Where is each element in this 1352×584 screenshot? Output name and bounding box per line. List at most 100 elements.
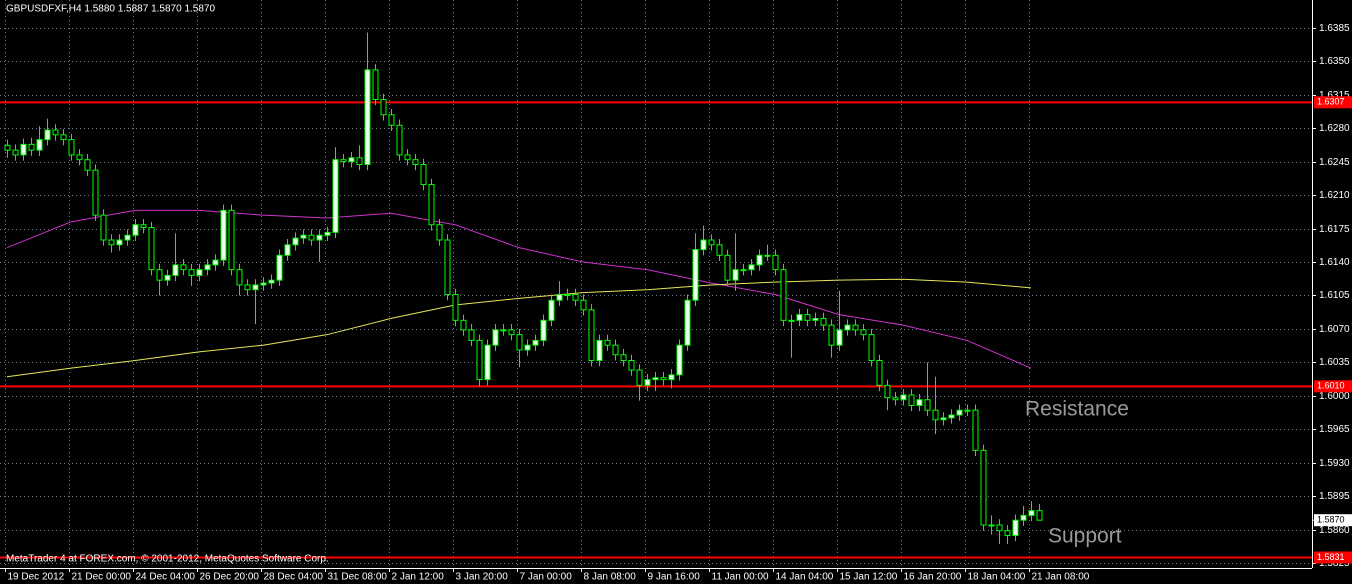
candle-body <box>644 379 651 386</box>
candle-body <box>908 394 915 406</box>
x-tick-label: 26 Dec 20:00 <box>200 572 260 583</box>
candle-body <box>860 329 867 336</box>
last-price-box <box>1314 514 1352 527</box>
candle-body <box>716 244 723 256</box>
candle-body <box>668 374 675 381</box>
candle-body <box>164 274 171 281</box>
y-tick-label: 1.6280 <box>1319 123 1350 134</box>
y-tick-label: 1.6385 <box>1319 23 1350 34</box>
y-tick-label: 1.6000 <box>1319 391 1350 402</box>
candle-body <box>980 449 987 526</box>
candle-body <box>4 144 11 151</box>
candle-body <box>268 279 275 284</box>
candle-body <box>1004 530 1011 536</box>
y-tick-label: 1.5965 <box>1319 424 1350 435</box>
candle-body <box>12 149 19 156</box>
candle-body <box>1020 514 1027 521</box>
candle-body <box>612 344 619 356</box>
candle-body <box>404 154 411 161</box>
candle-body <box>364 69 371 165</box>
candle-body <box>732 269 739 281</box>
candle-body <box>212 259 219 266</box>
candle-body <box>580 299 587 311</box>
candle-body <box>972 409 979 451</box>
candle-body <box>396 124 403 156</box>
y-tick-label: 1.6035 <box>1319 357 1350 368</box>
candle-body <box>596 339 603 361</box>
level-label: 1.5831 <box>1317 552 1345 562</box>
candle-body <box>444 239 451 296</box>
candle-body <box>852 324 859 331</box>
candle-body <box>476 339 483 381</box>
x-tick-label: 14 Jan 04:00 <box>776 572 834 583</box>
y-tick-label: 1.5895 <box>1319 491 1350 502</box>
level-label: 1.6010 <box>1317 381 1345 391</box>
candle-body <box>652 377 659 381</box>
candle-body <box>508 329 515 336</box>
candle-body <box>996 524 1003 532</box>
candle-body <box>292 237 299 246</box>
candle-body <box>892 397 899 401</box>
candle-body <box>252 284 259 291</box>
candle-body <box>428 184 435 226</box>
candle-body <box>372 69 379 100</box>
candle-body <box>180 264 187 271</box>
candle-body <box>940 417 947 421</box>
candle-body <box>20 143 27 156</box>
candle-body <box>132 224 139 236</box>
x-tick-label: 24 Dec 04:00 <box>136 572 196 583</box>
candle-body <box>844 324 851 331</box>
y-tick-label: 1.6315 <box>1319 90 1350 101</box>
candle-body <box>588 309 595 361</box>
x-tick-label: 18 Jan 04:00 <box>968 572 1026 583</box>
y-tick-label: 1.6350 <box>1319 56 1350 67</box>
candle-body <box>964 409 971 412</box>
candle-body <box>516 334 523 351</box>
candle-body <box>460 319 467 331</box>
candle-body <box>92 169 99 216</box>
candle-body <box>988 524 995 527</box>
candle-body <box>660 377 667 381</box>
candle-body <box>44 129 51 141</box>
candle-body <box>916 399 923 406</box>
candle-body <box>740 269 747 272</box>
candle-body <box>820 317 827 326</box>
x-tick-label: 11 Jan 00:00 <box>712 572 770 583</box>
candle-body <box>108 239 115 246</box>
y-tick-label: 1.6210 <box>1319 190 1350 201</box>
candle-body <box>812 317 819 321</box>
candle-body <box>700 239 707 251</box>
candle-body <box>500 329 507 332</box>
candle-body <box>220 209 227 261</box>
candle-body <box>60 134 67 141</box>
candle-body <box>1036 510 1043 521</box>
candle-body <box>148 227 155 271</box>
candle-body <box>932 409 939 421</box>
candle-body <box>884 384 891 399</box>
candle-body <box>124 234 131 241</box>
candle-body <box>628 359 635 371</box>
y-tick-label: 1.6175 <box>1319 224 1350 235</box>
candle-body <box>188 269 195 276</box>
annotation: Support <box>1048 525 1122 548</box>
candle-body <box>684 299 691 346</box>
y-tick-label: 1.6070 <box>1319 324 1350 335</box>
candle-body <box>332 159 339 233</box>
candle-body <box>556 294 563 301</box>
candle-body <box>796 314 803 321</box>
last-price-label: 1.5870 <box>1317 515 1345 525</box>
candle-body <box>876 359 883 386</box>
annotation: Resistance <box>1025 398 1129 421</box>
candle-body <box>836 329 843 346</box>
candle-body <box>436 224 443 241</box>
candle-body <box>636 369 643 386</box>
candle-body <box>1028 510 1035 516</box>
candle-body <box>532 339 539 346</box>
candle-body <box>724 254 731 281</box>
chart-title: GBPUSDFXF,H4 1.5880 1.5887 1.5870 1.5870 <box>6 4 215 15</box>
candle-body <box>420 163 427 186</box>
candle-body <box>316 234 323 241</box>
y-tick-label: 1.5825 <box>1319 558 1350 569</box>
candle-body <box>84 159 91 171</box>
